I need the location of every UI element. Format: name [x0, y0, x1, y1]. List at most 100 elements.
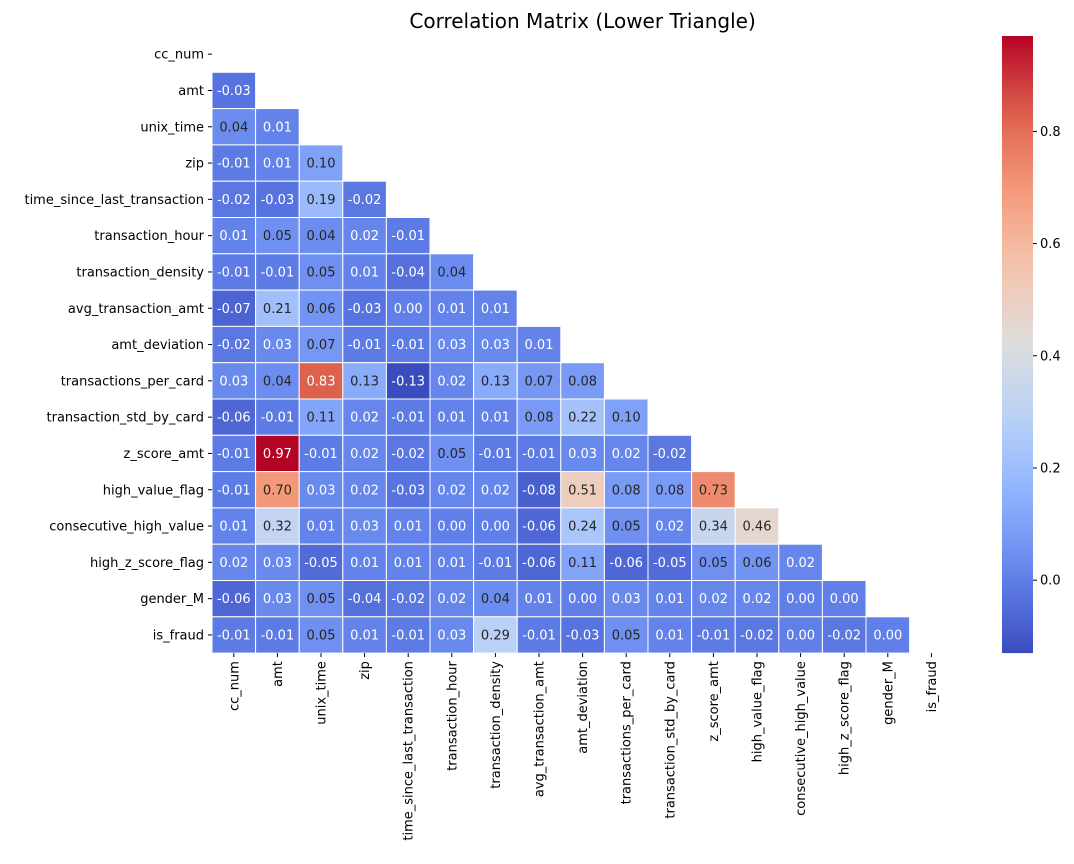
heatmap-cell: [298, 580, 344, 618]
heatmap-cell: [385, 507, 431, 545]
heatmap-cell: [298, 144, 344, 182]
cell-value-label: 0.03: [219, 374, 248, 389]
colorbar-tick-label: 0.0: [1040, 574, 1061, 589]
x-tick-label: amt: [271, 661, 286, 687]
heatmap-cell: [647, 580, 693, 618]
y-tick-label: zip: [185, 157, 204, 172]
cell-value-label: 0.00: [481, 520, 510, 535]
cell-value-label: 0.13: [481, 374, 510, 389]
heatmap-cell: [429, 507, 475, 545]
y-tick-label: high_value_flag: [103, 483, 204, 498]
cell-value-label: 0.08: [525, 411, 554, 426]
cell-value-label: 0.02: [481, 483, 510, 498]
cell-value-label: 0.05: [307, 265, 336, 280]
cell-value-label: 0.01: [263, 157, 292, 172]
x-tick-label: time_since_last_transaction: [402, 661, 417, 841]
heatmap-cell: [342, 471, 387, 509]
cell-value-label: 0.03: [263, 338, 292, 353]
cell-value-label: -0.02: [217, 338, 251, 353]
cell-value-label: 0.05: [437, 447, 466, 462]
heatmap-cell: [734, 543, 780, 582]
cell-value-label: 0.01: [350, 265, 379, 280]
cell-value-label: -0.07: [217, 302, 251, 317]
cell-value-label: 0.05: [612, 628, 641, 643]
heatmap-cell: [473, 471, 518, 509]
cell-value-label: -0.03: [566, 628, 600, 643]
cell-value-label: 0.08: [655, 483, 684, 498]
cell-value-label: -0.01: [522, 447, 556, 462]
cell-value-label: 0.03: [437, 338, 466, 353]
cell-value-label: -0.01: [304, 447, 338, 462]
heatmap-cell: [429, 434, 475, 473]
cell-value-label: 0.00: [437, 520, 466, 535]
cell-value-label: 0.00: [568, 592, 597, 607]
cell-value-label: 0.06: [743, 556, 772, 571]
colorbar-scale: [1002, 36, 1033, 654]
heatmap-cell: [342, 543, 387, 582]
cell-value-label: -0.02: [348, 193, 382, 208]
cell-value-label: 0.24: [568, 520, 597, 535]
cell-value-label: -0.06: [609, 556, 643, 571]
cell-value-label: 0.01: [350, 628, 379, 643]
heatmap-cell: [342, 253, 387, 291]
cell-value-label: -0.03: [217, 84, 251, 99]
cell-value-label: -0.06: [217, 592, 251, 607]
heatmap-cell: [342, 398, 387, 436]
cell-value-label: 0.01: [525, 338, 554, 353]
cell-value-label: 0.01: [437, 302, 466, 317]
heatmap-cell: [298, 325, 344, 364]
cell-value-label: 0.01: [263, 120, 292, 135]
cell-value-label: 0.21: [263, 302, 292, 317]
cell-value-label: 0.02: [437, 592, 466, 607]
cell-value-label: -0.01: [261, 265, 295, 280]
cell-value-label: -0.04: [348, 592, 382, 607]
cell-value-label: 0.03: [263, 556, 292, 571]
heatmap-cell: [342, 362, 387, 400]
cell-value-label: -0.01: [217, 265, 251, 280]
y-tick-label: consecutive_high_value: [49, 520, 204, 535]
heatmap-cell: [298, 616, 344, 654]
y-tick-label: high_z_score_flag: [90, 556, 204, 571]
cell-value-label: 0.00: [786, 592, 815, 607]
heatmap-cell: [342, 616, 387, 654]
cell-value-label: -0.01: [479, 556, 513, 571]
y-tick-label: amt: [178, 84, 204, 99]
cell-value-label: 0.11: [307, 411, 336, 426]
cell-value-label: -0.01: [261, 628, 295, 643]
heatmap-cell: [647, 471, 693, 509]
cell-value-label: 0.08: [612, 483, 641, 498]
heatmap-cell: [647, 543, 693, 582]
heatmap-cell: [821, 580, 867, 618]
heatmap-cell: [473, 507, 518, 545]
cell-value-label: 0.01: [525, 592, 554, 607]
cell-value-label: -0.02: [740, 628, 774, 643]
cell-value-label: 0.03: [481, 338, 510, 353]
cell-value-label: 0.02: [350, 483, 379, 498]
heatmap-cells: -0.03 0.04 0.01 -0.01 0.01 0.10 -0.02 -0.03 0.19…: [211, 71, 911, 654]
heatmap-cell: [647, 507, 693, 545]
colorbar-tick-label: 0.2: [1040, 461, 1061, 476]
x-tick-label: unix_time: [315, 661, 330, 725]
heatmap-cell: [211, 362, 257, 400]
cell-value-label: 0.01: [394, 520, 423, 535]
x-tick-label: high_z_score_flag: [838, 661, 853, 775]
cell-value-label: 0.02: [655, 520, 684, 535]
cell-value-label: -0.03: [348, 302, 382, 317]
y-tick-label: amt_deviation: [111, 338, 204, 353]
heatmap-cell: [385, 543, 431, 582]
cell-value-label: 0.01: [437, 411, 466, 426]
cell-value-label: -0.13: [391, 374, 425, 389]
heatmap-cell: [298, 253, 344, 291]
cell-value-label: 0.02: [437, 374, 466, 389]
heatmap-cell: [647, 616, 693, 654]
heatmap-cell: [342, 180, 387, 218]
cell-value-label: 0.29: [481, 628, 510, 643]
cell-value-label: -0.03: [391, 483, 425, 498]
y-tick-label: unix_time: [140, 120, 204, 135]
cell-value-label: 0.02: [350, 447, 379, 462]
heatmap-cell: [255, 616, 300, 654]
y-tick-label: z_score_amt: [124, 447, 204, 462]
colorbar-tick-label: 0.4: [1040, 349, 1061, 364]
cell-value-label: 0.19: [307, 193, 336, 208]
